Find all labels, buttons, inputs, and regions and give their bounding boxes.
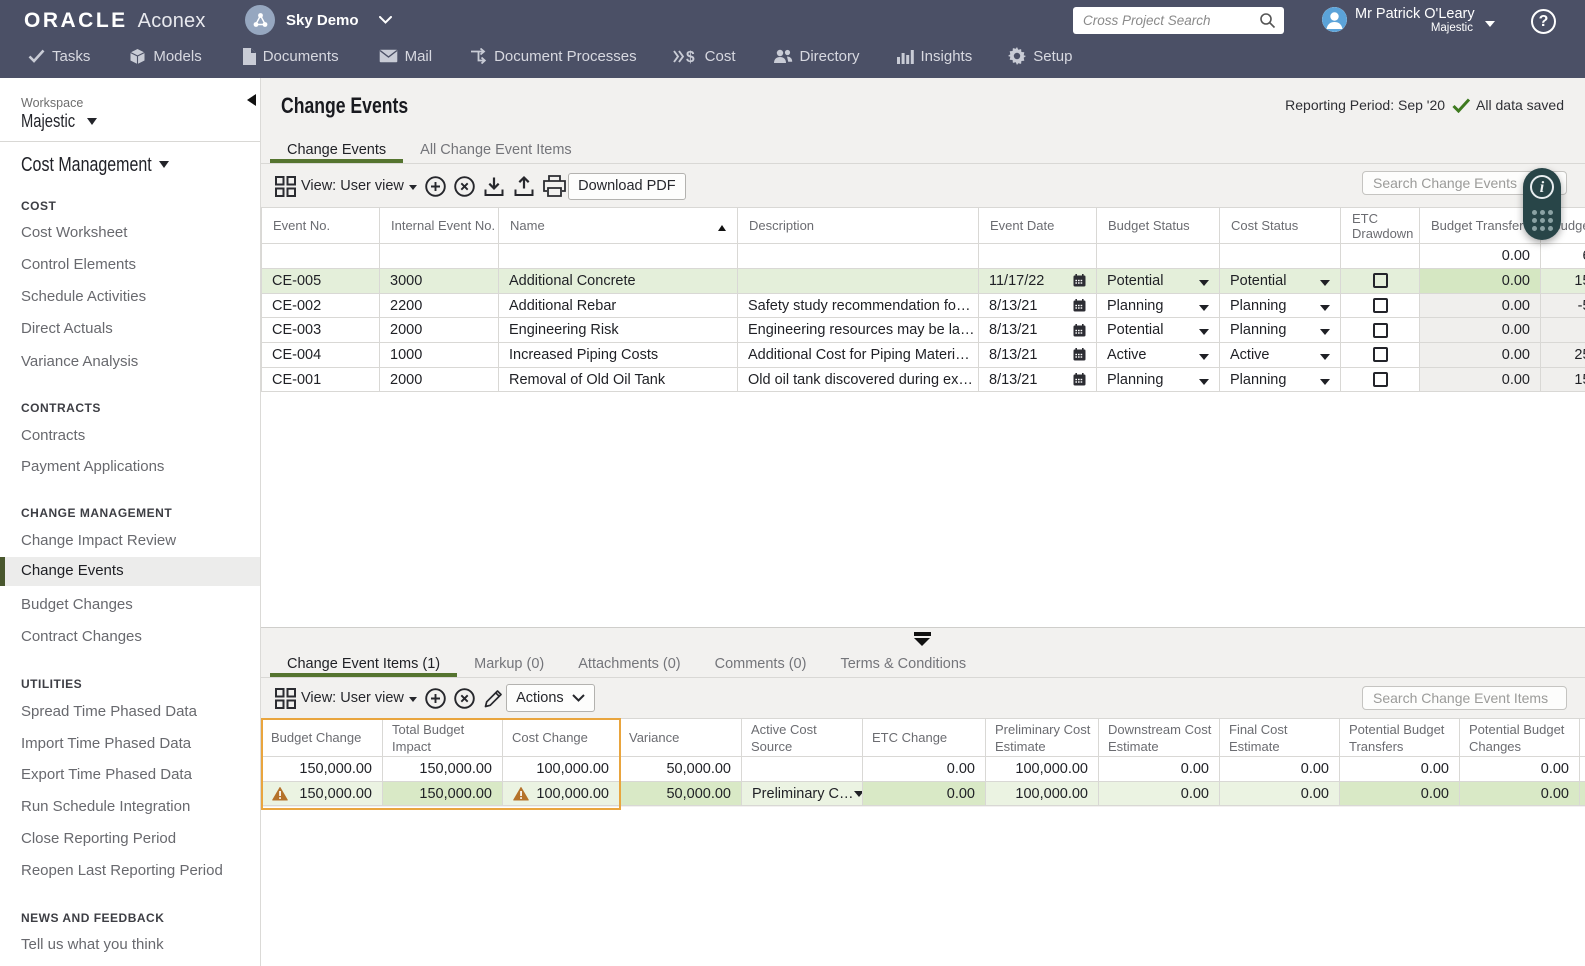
svg-text:$: $ — [686, 49, 695, 64]
